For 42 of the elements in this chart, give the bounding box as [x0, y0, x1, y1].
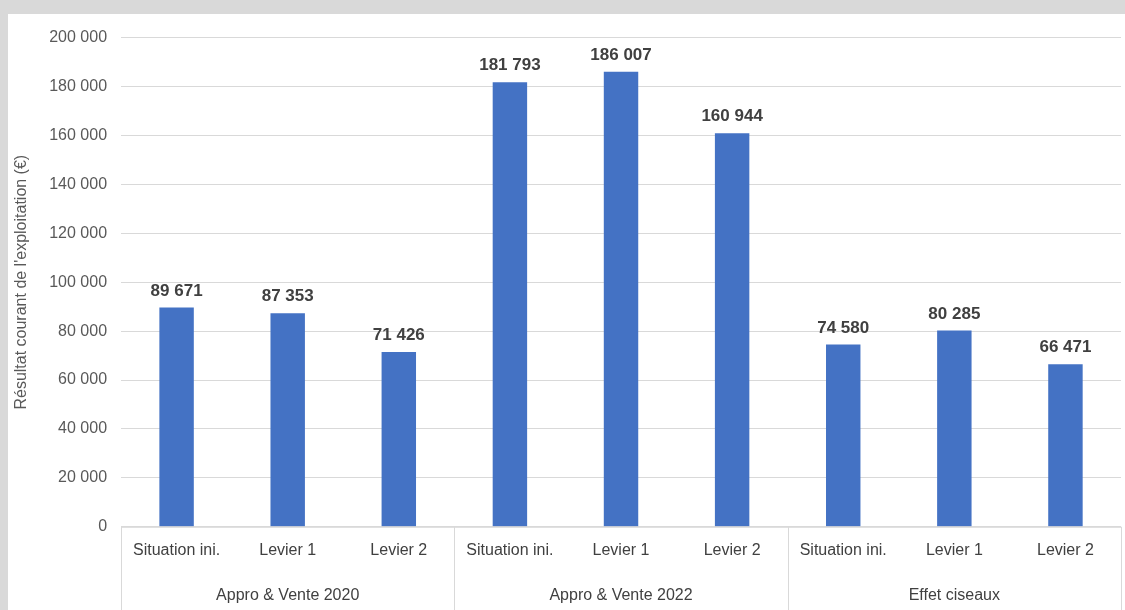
y-tick-label: 180 000 [49, 76, 108, 94]
y-axis-title: Résultat courant de l'exploitation (€) [12, 154, 30, 410]
data-label: 87 353 [261, 286, 314, 306]
y-tick-label: 160 000 [49, 125, 108, 143]
bar [270, 313, 305, 527]
y-tick-label: 60 000 [58, 370, 108, 388]
y-tick-label: 40 000 [58, 419, 108, 437]
x-tick-label: Levier 1 [925, 540, 983, 558]
y-tick-label: 100 000 [49, 272, 108, 290]
bar [603, 71, 639, 527]
bar [492, 82, 528, 527]
x-tick-label: Levier 1 [592, 540, 650, 558]
text: Effet ciseaux [908, 586, 1000, 604]
x-tick-label: Situation ini. [466, 540, 554, 558]
data-label: 89 671 [150, 280, 203, 300]
x-tick-label: Situation ini. [133, 540, 221, 558]
x-tick-label: Levier 2 [370, 540, 428, 558]
y-tick-label: 120 000 [49, 223, 108, 241]
data-label: 80 285 [928, 303, 981, 323]
data-label: 74 580 [817, 317, 870, 337]
bar [826, 344, 861, 527]
bar [381, 352, 417, 527]
x-tick-label: Levier 2 [703, 540, 761, 558]
bar [937, 330, 972, 527]
bar [159, 307, 194, 527]
y-tick-label: 0 [98, 517, 108, 535]
data-label: 186 007 [590, 45, 652, 65]
data-label: 181 793 [479, 55, 541, 75]
text: Appro & Vente 2022 [549, 586, 693, 604]
data-label: 71 426 [372, 325, 425, 345]
bar [714, 133, 750, 527]
x-tick-label: Levier 1 [259, 540, 317, 558]
bar [1048, 364, 1083, 527]
y-tick-label: 200 000 [49, 28, 108, 46]
y-tick-label: 20 000 [58, 468, 108, 486]
y-tick-label: 80 000 [58, 321, 108, 339]
data-label: 66 471 [1039, 337, 1092, 357]
y-tick-label: 140 000 [49, 174, 108, 192]
data-label: 160 944 [701, 106, 764, 126]
text: Appro & Vente 2020 [216, 586, 360, 604]
x-tick-label: Situation ini. [799, 540, 887, 558]
x-tick-label: Levier 2 [1036, 540, 1095, 558]
